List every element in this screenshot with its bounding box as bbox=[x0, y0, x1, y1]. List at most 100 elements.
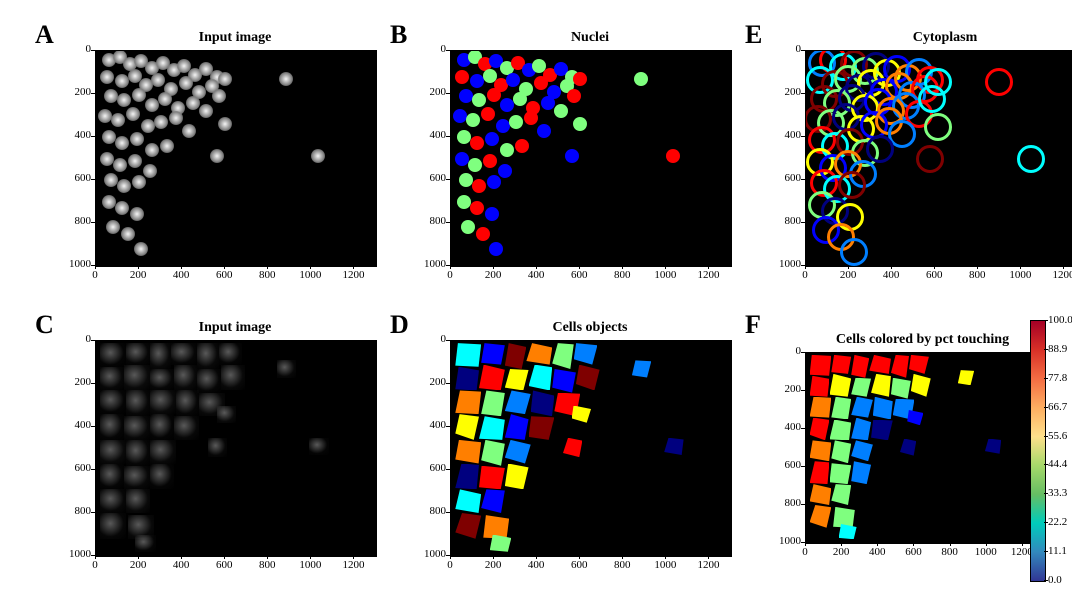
nucleus-blob bbox=[113, 158, 127, 172]
y-tick-label: 0 bbox=[414, 333, 446, 345]
nucleus-blob bbox=[154, 115, 168, 129]
nucleus-blob bbox=[104, 173, 118, 187]
x-tick-label: 1000 bbox=[653, 559, 677, 571]
y-tick-label: 0 bbox=[769, 345, 801, 357]
x-tick-label: 600 bbox=[567, 559, 591, 571]
x-tick-label: 600 bbox=[901, 546, 925, 558]
colorbar-tick: 0.0 bbox=[1048, 574, 1062, 586]
cyto-region bbox=[221, 365, 245, 391]
nucleus-blob bbox=[143, 164, 157, 178]
cyto-region bbox=[135, 535, 157, 552]
cell-polygon bbox=[455, 390, 481, 414]
nucleus-blob bbox=[145, 98, 159, 112]
cyto-region bbox=[100, 367, 124, 391]
nucleus-blob bbox=[496, 119, 510, 133]
cyto-region bbox=[174, 416, 200, 440]
y-tick-label: 0 bbox=[769, 43, 801, 55]
x-tick-label: 200 bbox=[481, 559, 505, 571]
panel-title-F: Cells colored by pct touching bbox=[805, 332, 1040, 348]
x-tick-label: 600 bbox=[922, 269, 946, 281]
y-tick-label: 200 bbox=[769, 86, 801, 98]
nucleus-blob bbox=[102, 195, 116, 209]
panel-letter-F: F bbox=[745, 310, 761, 340]
nucleus-blob bbox=[121, 227, 135, 241]
cyto-region bbox=[171, 343, 197, 365]
nucleus-blob bbox=[126, 107, 140, 121]
y-tick-label: 600 bbox=[59, 172, 91, 184]
cell-polygon bbox=[871, 420, 893, 441]
y-tick-label: 600 bbox=[414, 172, 446, 184]
cell-polygon bbox=[851, 355, 869, 378]
nucleus-blob bbox=[541, 96, 555, 110]
cell-polygon bbox=[810, 418, 830, 441]
cyto-region bbox=[126, 390, 150, 416]
cell-polygon bbox=[810, 397, 832, 418]
nucleus-blob bbox=[554, 104, 568, 118]
cyto-region bbox=[219, 343, 243, 365]
cell-polygon bbox=[479, 365, 505, 391]
nucleus-blob bbox=[210, 149, 224, 163]
x-tick-label: 800 bbox=[255, 559, 279, 571]
x-tick-label: 200 bbox=[126, 269, 150, 281]
cell-polygon bbox=[891, 378, 911, 399]
cell-polygon bbox=[985, 439, 1001, 454]
cell-polygon bbox=[958, 370, 974, 385]
x-tick-label: 0 bbox=[793, 269, 817, 281]
cell-polygon bbox=[505, 414, 529, 440]
nucleus-blob bbox=[459, 173, 473, 187]
cell-polygon bbox=[810, 376, 830, 397]
nucleus-blob bbox=[470, 74, 484, 88]
cyto-region bbox=[174, 365, 198, 391]
cell-polygon bbox=[574, 343, 598, 365]
nucleus-blob bbox=[145, 143, 159, 157]
cell-polygon bbox=[481, 489, 505, 513]
nucleus-blob bbox=[115, 201, 129, 215]
colorbar-tick: 44.4 bbox=[1048, 458, 1067, 470]
x-tick-label: 600 bbox=[212, 269, 236, 281]
nucleus-blob bbox=[98, 109, 112, 123]
x-tick-label: 600 bbox=[212, 559, 236, 571]
y-tick-label: 800 bbox=[59, 505, 91, 517]
cyto-region bbox=[150, 440, 176, 464]
nucleus-blob bbox=[485, 132, 499, 146]
x-tick-label: 800 bbox=[255, 269, 279, 281]
cell-polygon bbox=[505, 440, 531, 464]
nucleus-blob bbox=[840, 238, 868, 266]
x-tick-label: 1000 bbox=[298, 269, 322, 281]
cell-polygon bbox=[455, 464, 479, 490]
nucleus-blob bbox=[115, 74, 129, 88]
nucleus-blob bbox=[487, 88, 501, 102]
cell-polygon bbox=[529, 365, 553, 391]
cyto-region bbox=[126, 489, 150, 513]
nucleus-blob bbox=[160, 139, 174, 153]
cell-polygon bbox=[531, 390, 555, 416]
cell-polygon bbox=[873, 397, 893, 420]
cell-polygon bbox=[572, 406, 591, 423]
colorbar-tick: 33.3 bbox=[1048, 487, 1067, 499]
cell-polygon bbox=[552, 343, 574, 369]
x-tick-label: 800 bbox=[965, 269, 989, 281]
y-tick-label: 800 bbox=[414, 215, 446, 227]
cell-polygon bbox=[831, 440, 851, 463]
nucleus-blob bbox=[918, 85, 946, 113]
cyto-region bbox=[277, 360, 296, 377]
nucleus-blob bbox=[102, 130, 116, 144]
nucleus-blob bbox=[179, 76, 193, 90]
y-tick-label: 800 bbox=[59, 215, 91, 227]
cyto-region bbox=[100, 390, 126, 414]
x-tick-label: 400 bbox=[865, 546, 889, 558]
cell-polygon bbox=[810, 505, 832, 528]
x-tick-label: 800 bbox=[938, 546, 962, 558]
nucleus-blob bbox=[461, 220, 475, 234]
nucleus-blob bbox=[111, 113, 125, 127]
y-tick-label: 1000 bbox=[59, 548, 91, 560]
x-tick-label: 200 bbox=[126, 559, 150, 571]
plot-area bbox=[95, 340, 377, 557]
nucleus-blob bbox=[506, 73, 520, 87]
colorbar-tick: 11.1 bbox=[1048, 545, 1067, 557]
nucleus-blob bbox=[866, 135, 894, 163]
nucleus-blob bbox=[151, 73, 165, 87]
nucleus-blob bbox=[128, 154, 142, 168]
nucleus-blob bbox=[106, 220, 120, 234]
y-tick-label: 400 bbox=[59, 129, 91, 141]
